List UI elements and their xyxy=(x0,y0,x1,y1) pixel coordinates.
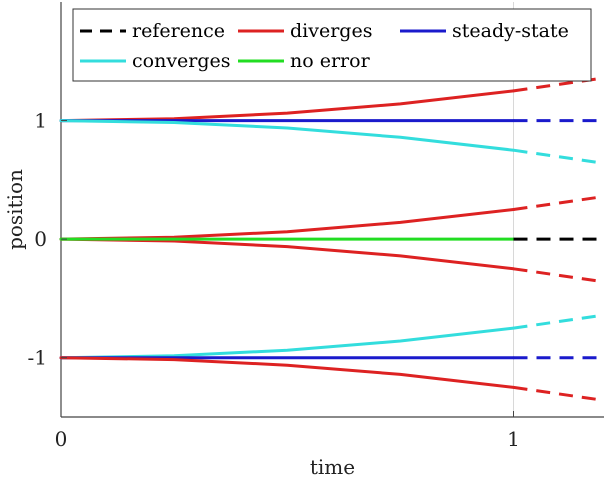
series-layer xyxy=(59,76,605,402)
legend-label: converges xyxy=(132,50,231,72)
series-line-9-solid xyxy=(59,356,515,389)
y-tick-label: 1 xyxy=(34,109,47,133)
legend-label: no error xyxy=(290,50,371,72)
ticks-layer: 0 1 1 0 -1 xyxy=(28,109,520,451)
series-line-3-solid xyxy=(59,208,515,241)
legend-label: steady-state xyxy=(452,20,569,42)
legend-label: diverges xyxy=(290,20,372,42)
x-tick-label: 1 xyxy=(507,427,520,451)
legend-box xyxy=(72,8,592,82)
y-tick-label: 0 xyxy=(34,227,47,251)
series-line-4-dashed xyxy=(513,267,605,284)
x-tick-label: 0 xyxy=(55,427,68,451)
plot-area: 0 1 1 0 -1 xyxy=(28,2,605,451)
y-axis-title: position xyxy=(3,169,27,250)
x-axis-title: time xyxy=(310,455,355,479)
legend-label: reference xyxy=(132,20,225,42)
series-line-3-dashed xyxy=(513,195,605,211)
legend: reference diverges steady-state converges no… xyxy=(72,8,592,82)
series-line-7-solid xyxy=(59,326,515,360)
series-line-7-dashed xyxy=(513,313,605,330)
series-line-9-dashed xyxy=(513,385,605,402)
series-line-4-solid xyxy=(59,237,515,271)
series-line-2-dashed xyxy=(513,148,605,165)
series-line-0-solid xyxy=(59,89,515,123)
series-line-2-solid xyxy=(59,119,515,152)
y-tick-label: -1 xyxy=(28,346,47,370)
